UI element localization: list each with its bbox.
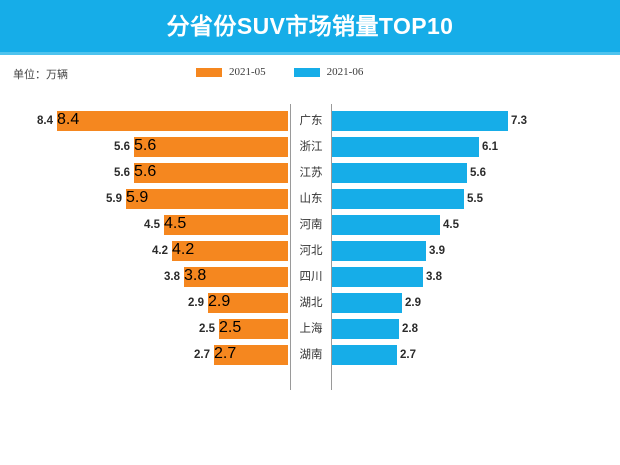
category-label: 上海 [299, 323, 323, 335]
legend-item-2021-05[interactable]: 2021-05 [196, 66, 266, 78]
row-right-half: 3.8 [332, 264, 620, 290]
bar-2021-06[interactable] [332, 111, 508, 131]
bar-value-2021-05: 2.7 [194, 349, 210, 361]
axis-line-right [331, 104, 332, 390]
chart-row: 8.4 8.4 广东 7.3 [0, 108, 620, 134]
page-title: 分省份SUV市场销量TOP10 [166, 13, 454, 39]
bar-value-2021-05: 5.9 [106, 193, 122, 205]
legend-swatch-orange-icon [196, 67, 222, 77]
row-right-half: 6.1 [332, 134, 620, 160]
bar-value-2021-05: 5.6 [114, 167, 130, 179]
row-right-half: 2.8 [332, 316, 620, 342]
chart-row: 5.6 5.6 浙江 6.1 [0, 134, 620, 160]
chart-row: 5.6 5.6 江苏 5.6 [0, 160, 620, 186]
bar-2021-05[interactable]: 2.5 [219, 319, 288, 339]
legend-label-2021-06: 2021-06 [326, 66, 364, 78]
bar-2021-05[interactable]: 4.5 [164, 215, 288, 235]
bar-2021-06[interactable] [332, 241, 426, 261]
row-left-half: 5.6 5.6 [0, 134, 290, 160]
bar-value-2021-06: 2.7 [400, 349, 416, 361]
bar-2021-06[interactable] [332, 345, 397, 365]
axis-line-left [290, 104, 291, 390]
bar-value-2021-06: 7.3 [511, 115, 527, 127]
bar-2021-05[interactable]: 5.6 [134, 137, 288, 157]
row-left-half: 5.9 5.9 [0, 186, 290, 212]
bar-2021-06[interactable] [332, 189, 464, 209]
chart-row: 2.9 2.9 湖北 2.9 [0, 290, 620, 316]
bar-value-2021-05: 8.4 [37, 115, 53, 127]
bar-2021-05[interactable]: 8.4 [57, 111, 288, 131]
category-label: 四川 [299, 271, 323, 283]
bar-value-2021-06: 2.8 [402, 323, 418, 335]
row-right-half: 2.9 [332, 290, 620, 316]
bar-value-2021-06: 2.9 [405, 297, 421, 309]
chart-legend: 2021-05 2021-06 [196, 66, 363, 78]
bar-2021-06[interactable] [332, 267, 423, 287]
chart-row: 4.5 4.5 河南 4.5 [0, 212, 620, 238]
bar-value-2021-05: 2.9 [188, 297, 204, 309]
row-left-half: 3.8 3.8 [0, 264, 290, 290]
bar-value-2021-06: 5.6 [470, 167, 486, 179]
chart-subheader: 单位：万辆 2021-05 2021-06 [0, 55, 620, 93]
bar-2021-06[interactable] [332, 215, 440, 235]
bar-2021-05[interactable]: 4.2 [172, 241, 288, 261]
header-banner [0, 0, 620, 52]
bar-value-2021-06: 3.9 [429, 245, 445, 257]
row-left-half: 4.2 4.2 [0, 238, 290, 264]
bar-2021-06[interactable] [332, 319, 399, 339]
category-label: 河北 [299, 245, 323, 257]
unit-label: 单位：万辆 [13, 69, 68, 81]
bar-value-2021-05: 4.5 [144, 219, 160, 231]
category-label: 江苏 [299, 167, 323, 179]
bar-value-2021-06: 4.5 [443, 219, 459, 231]
row-left-half: 2.5 2.5 [0, 316, 290, 342]
bar-chart: 8.4 8.4 广东 7.3 5.6 5.6 浙江 6.1 5.6 5.6 江苏 5.6 5.9 5.9 山… [0, 100, 620, 400]
chart-rows: 8.4 8.4 广东 7.3 5.6 5.6 浙江 6.1 5.6 5.6 江苏 5.6 5.9 5.9 山… [0, 108, 620, 368]
bar-2021-06[interactable] [332, 293, 402, 313]
chart-row: 2.5 2.5 上海 2.8 [0, 316, 620, 342]
bar-value-2021-06: 6.1 [482, 141, 498, 153]
bar-2021-06[interactable] [332, 137, 479, 157]
legend-label-2021-05: 2021-05 [229, 66, 266, 78]
bar-2021-05[interactable]: 5.9 [126, 189, 288, 209]
row-right-half: 5.5 [332, 186, 620, 212]
bar-value-2021-06: 3.8 [426, 271, 442, 283]
row-left-half: 2.9 2.9 [0, 290, 290, 316]
bar-2021-05[interactable]: 3.8 [184, 267, 288, 287]
bar-value-2021-06: 5.5 [467, 193, 483, 205]
bar-2021-05[interactable]: 5.6 [134, 163, 288, 183]
chart-row: 2.7 2.7 湖南 2.7 [0, 342, 620, 368]
bar-value-2021-05: 3.8 [164, 271, 180, 283]
category-label: 山东 [299, 193, 323, 205]
bar-value-2021-05: 4.2 [152, 245, 168, 257]
category-label: 湖北 [299, 297, 323, 309]
category-label: 河南 [299, 219, 323, 231]
bar-2021-05[interactable]: 2.7 [214, 345, 288, 365]
row-right-half: 4.5 [332, 212, 620, 238]
bar-value-2021-05: 2.5 [199, 323, 215, 335]
category-label: 湖南 [299, 349, 323, 361]
chart-row: 3.8 3.8 四川 3.8 [0, 264, 620, 290]
category-label: 浙江 [299, 141, 323, 153]
legend-swatch-blue-icon [293, 67, 320, 77]
chart-row: 4.2 4.2 河北 3.9 [0, 238, 620, 264]
bar-2021-05[interactable]: 2.9 [208, 293, 288, 313]
bar-2021-06[interactable] [332, 163, 467, 183]
row-right-half: 2.7 [332, 342, 620, 368]
category-label: 广东 [299, 115, 323, 127]
row-left-half: 4.5 4.5 [0, 212, 290, 238]
header-underline [0, 52, 620, 55]
bar-value-2021-05: 5.6 [114, 141, 130, 153]
row-left-half: 5.6 5.6 [0, 160, 290, 186]
row-right-half: 7.3 [332, 108, 620, 134]
chart-row: 5.9 5.9 山东 5.5 [0, 186, 620, 212]
row-left-half: 2.7 2.7 [0, 342, 290, 368]
row-right-half: 5.6 [332, 160, 620, 186]
row-right-half: 3.9 [332, 238, 620, 264]
legend-item-2021-06[interactable]: 2021-06 [293, 66, 364, 78]
row-left-half: 8.4 8.4 [0, 108, 290, 134]
